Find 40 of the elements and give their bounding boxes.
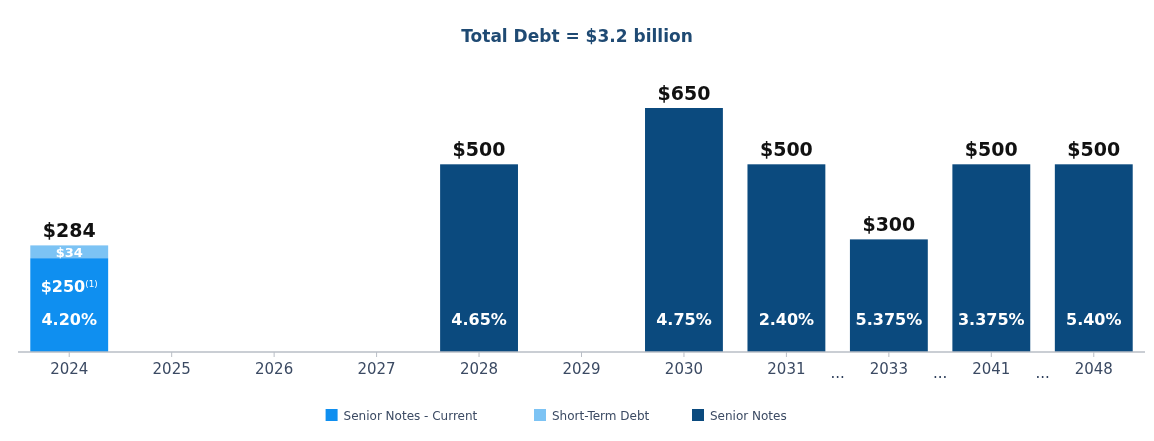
x-tick-label: 2030 [664, 360, 704, 378]
x-tick-label: 2031 [767, 360, 806, 378]
annotation: 4.20% [41, 310, 97, 329]
x-tick-label: 2029 [562, 360, 601, 378]
x-tick-label: 2028 [459, 360, 499, 378]
total-label: $650 [657, 82, 711, 104]
annotation: 2.40% [758, 310, 815, 329]
x-tick-label: 2027 [357, 360, 396, 378]
x-tick-label: 2025 [152, 360, 191, 378]
x-tick-label: 2024 [50, 360, 89, 378]
x-tick-label: 2033 [869, 360, 908, 378]
total-label: $500 [964, 138, 1018, 161]
annotation: 4.75% [656, 310, 712, 329]
bar [645, 108, 723, 352]
x-tick-label: 2026 [255, 360, 294, 378]
annotation: 5.40% [1066, 310, 1122, 329]
bar [952, 164, 1031, 352]
text: ... [932, 364, 948, 382]
x-tick-label: 2041 [972, 360, 1011, 378]
total-label: $284 [42, 219, 96, 242]
total-label: $500 [452, 138, 506, 161]
total-label: $300 [862, 213, 916, 236]
annotation: 4.65% [451, 310, 507, 329]
total-label: $500 [1067, 138, 1121, 161]
annotation: 5.375% [855, 310, 923, 329]
bar [849, 239, 928, 352]
text: ... [830, 364, 845, 382]
text: ... [1035, 364, 1050, 382]
chart-title: Total Debt = $3.2 billion [461, 26, 693, 46]
data-label: $250$^{(1)}$ [40, 277, 98, 297]
bar [440, 164, 518, 352]
total-label: $500 [759, 138, 813, 161]
legend-label: Senior Notes - Current [343, 409, 478, 423]
annotation: 3.375% [958, 310, 1025, 329]
bar [1054, 164, 1133, 352]
legend-label: Short-Term Debt [552, 409, 650, 423]
legend-label: Senior Notes [710, 409, 787, 423]
bar [747, 164, 826, 352]
x-tick-label: 2048 [1074, 360, 1113, 378]
data-label: $34 [55, 244, 83, 260]
